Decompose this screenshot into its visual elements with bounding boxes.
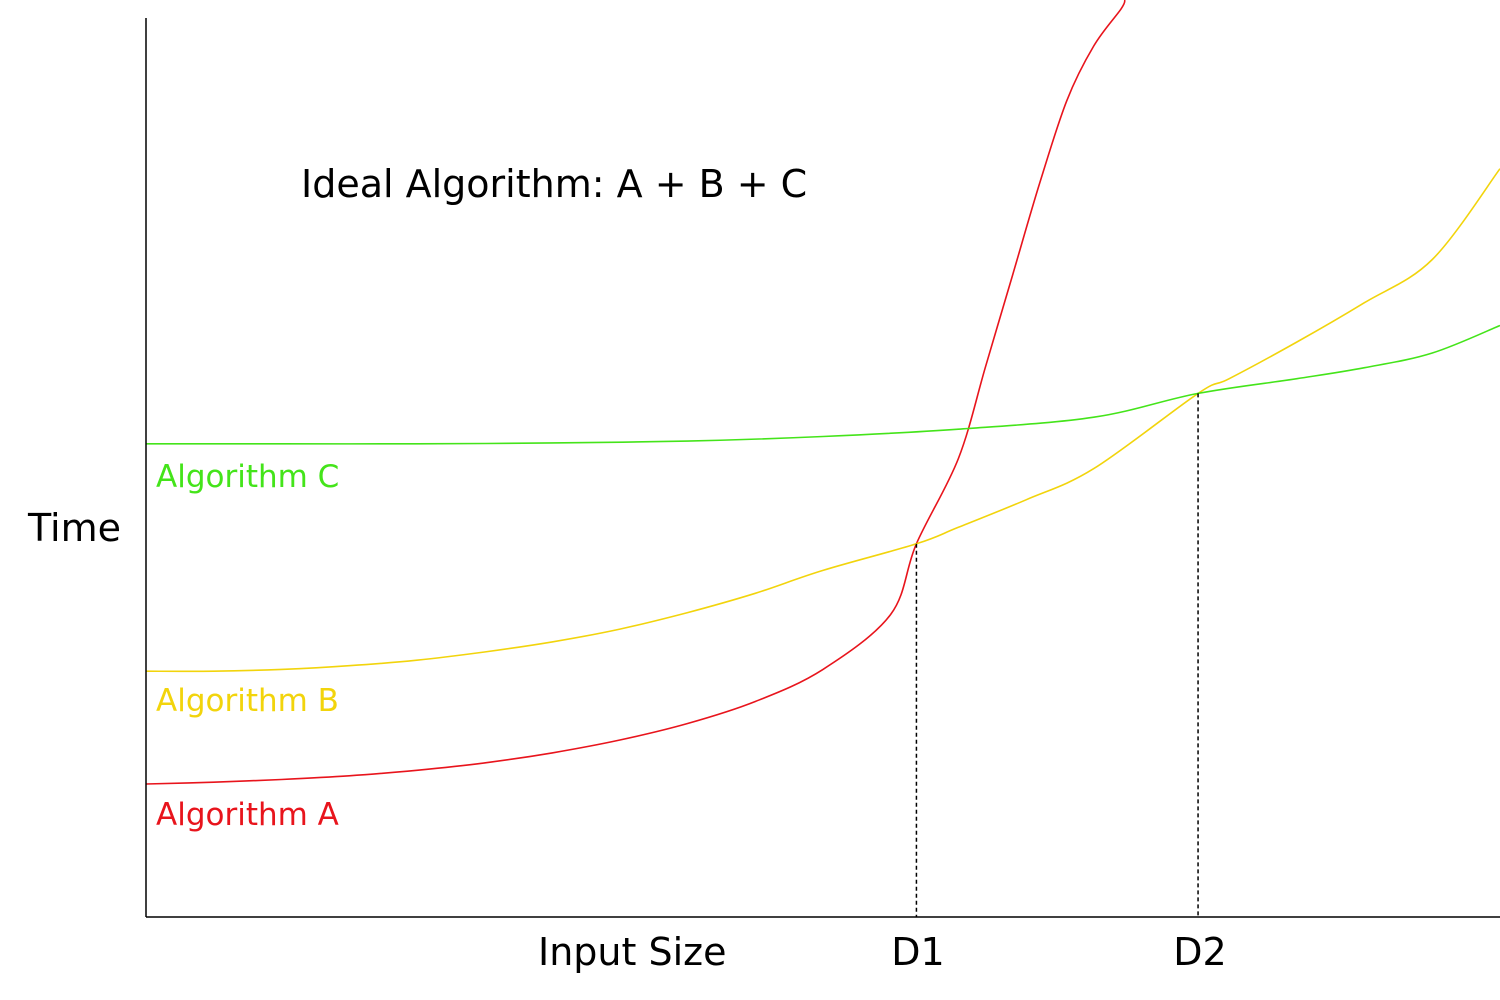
chart-title: Ideal Algorithm: A + B + C bbox=[301, 162, 807, 206]
x-tick-label-d1: D1 bbox=[891, 930, 944, 974]
drop-lines bbox=[915, 393, 1199, 917]
y-axis-label: Time bbox=[27, 506, 121, 550]
x-tick-label-d2: D2 bbox=[1173, 930, 1226, 974]
series-label-algorithm-b: Algorithm B bbox=[156, 683, 339, 719]
series-curves bbox=[145, 0, 1500, 785]
series-line-algorithm-c bbox=[146, 324, 1500, 445]
series-label-algorithm-a: Algorithm A bbox=[156, 797, 339, 833]
series-label-algorithm-c: Algorithm C bbox=[156, 459, 339, 495]
x-axis-label: Input Size bbox=[538, 930, 726, 974]
series-line-algorithm-b bbox=[145, 168, 1500, 673]
series-line-algorithm-a bbox=[145, 0, 1126, 785]
